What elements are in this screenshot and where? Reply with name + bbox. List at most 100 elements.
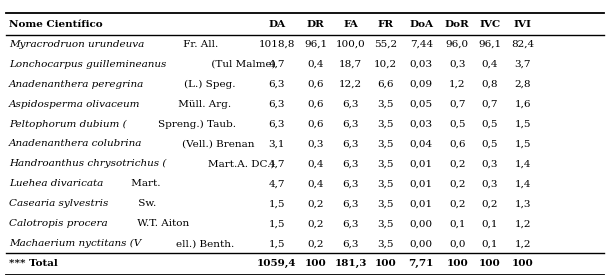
Text: 0,4: 0,4 xyxy=(307,160,324,168)
Text: 0,01: 0,01 xyxy=(410,199,433,208)
Text: 3,1: 3,1 xyxy=(268,139,285,149)
Text: Myracrodruon urundeuva: Myracrodruon urundeuva xyxy=(9,40,145,49)
Text: FR: FR xyxy=(378,20,393,29)
Text: Nome Científico: Nome Científico xyxy=(9,20,102,29)
Text: DoA: DoA xyxy=(409,20,433,29)
Text: 6,3: 6,3 xyxy=(342,160,359,168)
Text: 1,2: 1,2 xyxy=(515,219,531,228)
Text: Anadenanthera colubrina: Anadenanthera colubrina xyxy=(9,139,146,149)
Text: 0,8: 0,8 xyxy=(482,80,498,89)
Text: 0,01: 0,01 xyxy=(410,160,433,168)
Text: 181,3: 181,3 xyxy=(334,259,367,268)
Text: 0,7: 0,7 xyxy=(449,100,465,109)
Text: 0,00: 0,00 xyxy=(410,239,433,248)
Text: IVI: IVI xyxy=(514,20,532,29)
Text: 82,4: 82,4 xyxy=(511,40,534,49)
Text: 0,3: 0,3 xyxy=(307,139,324,149)
Text: 10,2: 10,2 xyxy=(374,60,397,69)
Text: 1,3: 1,3 xyxy=(515,199,531,208)
Text: 1,5: 1,5 xyxy=(515,120,531,128)
Text: 1,6: 1,6 xyxy=(515,100,531,109)
Text: 0,2: 0,2 xyxy=(482,199,498,208)
Text: 6,3: 6,3 xyxy=(342,179,359,188)
Text: FA: FA xyxy=(343,20,358,29)
Text: 3,5: 3,5 xyxy=(377,179,393,188)
Text: Sw.: Sw. xyxy=(135,199,156,208)
Text: Aspidosperma olivaceum: Aspidosperma olivaceum xyxy=(9,100,140,109)
Text: 3,5: 3,5 xyxy=(377,139,393,149)
Text: 1059,4: 1059,4 xyxy=(257,259,296,268)
Text: (L.) Speg.: (L.) Speg. xyxy=(184,79,235,89)
Text: 7,44: 7,44 xyxy=(410,40,433,49)
Text: 12,2: 12,2 xyxy=(339,80,362,89)
Text: 3,7: 3,7 xyxy=(515,60,531,69)
Text: 0,6: 0,6 xyxy=(307,120,324,128)
Text: *** Total: *** Total xyxy=(9,259,58,268)
Text: 3,5: 3,5 xyxy=(377,100,393,109)
Text: 1,5: 1,5 xyxy=(515,139,531,149)
Text: 55,2: 55,2 xyxy=(374,40,397,49)
Text: IVC: IVC xyxy=(479,20,501,29)
Text: 6,3: 6,3 xyxy=(268,80,285,89)
Text: 6,3: 6,3 xyxy=(342,239,359,248)
Text: 1,4: 1,4 xyxy=(515,179,531,188)
Text: 6,3: 6,3 xyxy=(342,219,359,228)
Text: 6,3: 6,3 xyxy=(342,139,359,149)
Text: 7,71: 7,71 xyxy=(409,259,434,268)
Text: 0,0: 0,0 xyxy=(449,239,465,248)
Text: 100: 100 xyxy=(375,259,397,268)
Text: 0,3: 0,3 xyxy=(449,60,465,69)
Text: 0,03: 0,03 xyxy=(410,120,433,128)
Text: 0,05: 0,05 xyxy=(410,100,433,109)
Text: 0,6: 0,6 xyxy=(307,80,324,89)
Text: 2,8: 2,8 xyxy=(515,80,531,89)
Text: 0,1: 0,1 xyxy=(449,219,465,228)
Text: 6,3: 6,3 xyxy=(342,100,359,109)
Text: Mart.: Mart. xyxy=(128,179,161,188)
Text: 0,2: 0,2 xyxy=(307,239,324,248)
Text: 0,5: 0,5 xyxy=(482,139,498,149)
Text: Handroanthus chrysotrichus (: Handroanthus chrysotrichus ( xyxy=(9,159,167,169)
Text: Mart.A. DC.): Mart.A. DC.) xyxy=(208,160,274,168)
Text: 1,2: 1,2 xyxy=(449,80,465,89)
Text: 0,5: 0,5 xyxy=(449,120,465,128)
Text: 6,3: 6,3 xyxy=(268,120,285,128)
Text: DA: DA xyxy=(268,20,285,29)
Text: 0,1: 0,1 xyxy=(482,239,498,248)
Text: 0,2: 0,2 xyxy=(449,179,465,188)
Text: 0,3: 0,3 xyxy=(482,160,498,168)
Text: Spreng.) Taub.: Spreng.) Taub. xyxy=(158,119,236,129)
Text: Fr. All.: Fr. All. xyxy=(180,40,218,49)
Text: 0,2: 0,2 xyxy=(449,160,465,168)
Text: 1018,8: 1018,8 xyxy=(259,40,295,49)
Text: Casearia sylvestris: Casearia sylvestris xyxy=(9,199,109,208)
Text: 0,2: 0,2 xyxy=(307,219,324,228)
Text: 96,1: 96,1 xyxy=(478,40,501,49)
Text: 0,04: 0,04 xyxy=(410,139,433,149)
Text: 0,4: 0,4 xyxy=(307,60,324,69)
Text: W.T. Aiton: W.T. Aiton xyxy=(134,219,189,228)
Text: 6,6: 6,6 xyxy=(377,80,393,89)
Text: (Vell.) Brenan: (Vell.) Brenan xyxy=(182,139,254,149)
Text: 0,00: 0,00 xyxy=(410,219,433,228)
Text: 0,2: 0,2 xyxy=(307,199,324,208)
Text: 0,5: 0,5 xyxy=(482,120,498,128)
Text: 1,2: 1,2 xyxy=(515,239,531,248)
Text: 3,5: 3,5 xyxy=(377,120,393,128)
Text: 0,01: 0,01 xyxy=(410,179,433,188)
Text: 1,5: 1,5 xyxy=(268,199,285,208)
Text: 96,1: 96,1 xyxy=(304,40,327,49)
Text: Luehea divaricata: Luehea divaricata xyxy=(9,179,103,188)
Text: 0,4: 0,4 xyxy=(482,60,498,69)
Text: 1,5: 1,5 xyxy=(268,219,285,228)
Text: Calotropis procera: Calotropis procera xyxy=(9,219,108,228)
Text: 100: 100 xyxy=(447,259,468,268)
Text: 4,7: 4,7 xyxy=(268,160,285,168)
Text: 4,7: 4,7 xyxy=(268,179,285,188)
Text: 1,4: 1,4 xyxy=(515,160,531,168)
Text: 0,03: 0,03 xyxy=(410,60,433,69)
Text: 0,6: 0,6 xyxy=(307,100,324,109)
Text: 100: 100 xyxy=(479,259,501,268)
Text: 96,0: 96,0 xyxy=(445,40,468,49)
Text: 0,09: 0,09 xyxy=(410,80,433,89)
